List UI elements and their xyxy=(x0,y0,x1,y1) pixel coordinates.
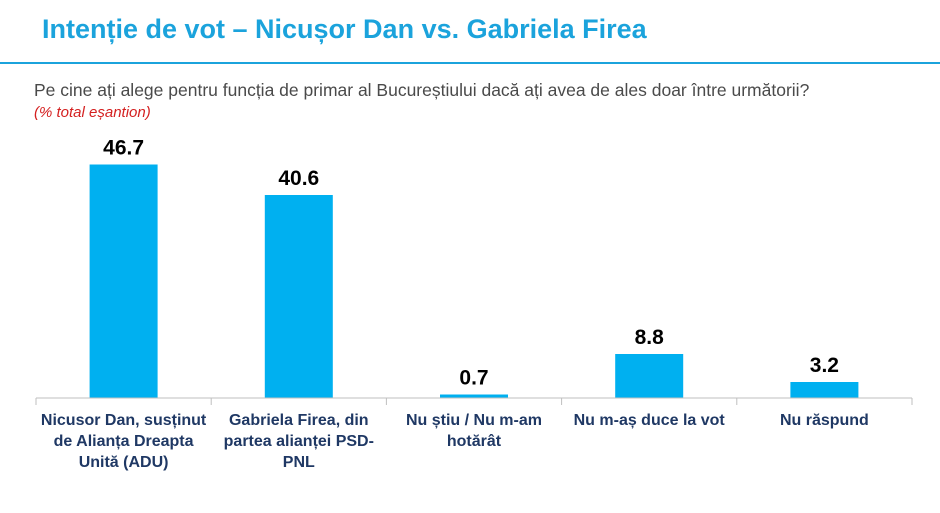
bars-group: 46.7 40.6 0.7 8.8 3.2 xyxy=(89,137,859,398)
survey-question: Pe cine ați alege pentru funcția de prim… xyxy=(34,80,810,100)
bar xyxy=(89,164,158,398)
bar xyxy=(440,394,508,398)
title-divider xyxy=(0,62,940,64)
sample-note: (% total eșantion) xyxy=(34,104,151,121)
bar-value-label: 3.2 xyxy=(810,354,839,377)
bar-value-label: 40.6 xyxy=(278,167,319,190)
category-label: Nu știu / Nu m-am hotărât xyxy=(405,412,542,450)
bar xyxy=(790,382,859,398)
category-label: Nu m-aș duce la vot xyxy=(573,412,725,429)
bar xyxy=(615,354,684,398)
category-label: Nu răspund xyxy=(779,412,869,429)
category-label: Gabriela Firea, din partea alianței PSD-… xyxy=(223,412,374,471)
bar-value-label: 0.7 xyxy=(459,367,488,390)
bar-value-label: 46.7 xyxy=(103,137,144,160)
x-axis-ticks xyxy=(35,398,913,405)
bar-value-label: 8.8 xyxy=(635,326,665,349)
bar xyxy=(264,195,333,398)
chart-title: Intenție de vot – Nicușor Dan vs. Gabrie… xyxy=(42,14,647,44)
category-label: Nicusor Dan, susținut de Alianța Dreapta… xyxy=(40,412,207,471)
